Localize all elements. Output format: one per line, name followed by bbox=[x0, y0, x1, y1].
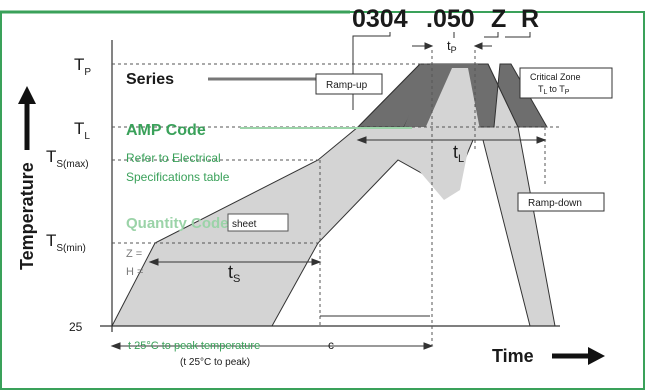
ramp-down-box bbox=[517, 192, 605, 212]
tl-time-label: tL bbox=[453, 142, 464, 165]
tick-tl: TL bbox=[74, 119, 90, 142]
amp-code-value: .050 bbox=[426, 5, 475, 33]
reference-lines bbox=[112, 50, 560, 346]
y-axis-title: Temperature bbox=[17, 86, 37, 270]
c-label: c bbox=[328, 338, 334, 352]
x-axis-label: Time bbox=[492, 346, 534, 366]
profile-middle bbox=[410, 68, 482, 200]
ramp-down-label: Ramp-down bbox=[528, 198, 582, 209]
option-2: R bbox=[521, 5, 539, 33]
leader-opt1 bbox=[484, 32, 499, 38]
tick-25: 25 bbox=[69, 320, 83, 334]
legend-refer-1: Refer to Electrical bbox=[126, 151, 221, 165]
quantity-box-text: sheet bbox=[232, 219, 257, 230]
tp-time-label: tP bbox=[447, 38, 457, 55]
ts-time-label: tS bbox=[228, 262, 240, 285]
critical-zone-box bbox=[519, 67, 613, 99]
legend-refer-2: Specifications table bbox=[126, 170, 230, 184]
critical-zone-label-2: TL to TP bbox=[538, 84, 570, 96]
leader-series bbox=[352, 32, 391, 110]
bottom-label-2: (t 25°C to peak) bbox=[180, 357, 250, 368]
critical-zone-label-1: Critical Zone bbox=[530, 72, 581, 82]
dimension-arrows bbox=[110, 42, 547, 350]
ramp-up-label: Ramp-up bbox=[326, 80, 368, 91]
bottom-label-1: t 25°C to peak temperature bbox=[128, 340, 260, 352]
legend-series: Series bbox=[126, 71, 174, 88]
tick-tsmin: TS(min) bbox=[46, 231, 86, 254]
legend-z: Z = bbox=[126, 248, 142, 260]
time-arrow-head bbox=[588, 347, 605, 365]
quantity-box bbox=[227, 213, 289, 232]
legend-h: H = bbox=[126, 266, 143, 278]
option-1: Z bbox=[491, 5, 506, 33]
legend-quantity: Quantity Code bbox=[126, 215, 229, 232]
series-code: 0304 bbox=[352, 5, 408, 33]
y-axis-label: Temperature bbox=[17, 162, 37, 270]
legend-amp-code: AMP Code bbox=[126, 122, 206, 139]
tick-tsmax: TS(max) bbox=[46, 147, 89, 170]
ramp-up-box bbox=[315, 73, 383, 95]
leader-opt2 bbox=[505, 32, 531, 38]
tick-tp: TP bbox=[74, 55, 91, 78]
